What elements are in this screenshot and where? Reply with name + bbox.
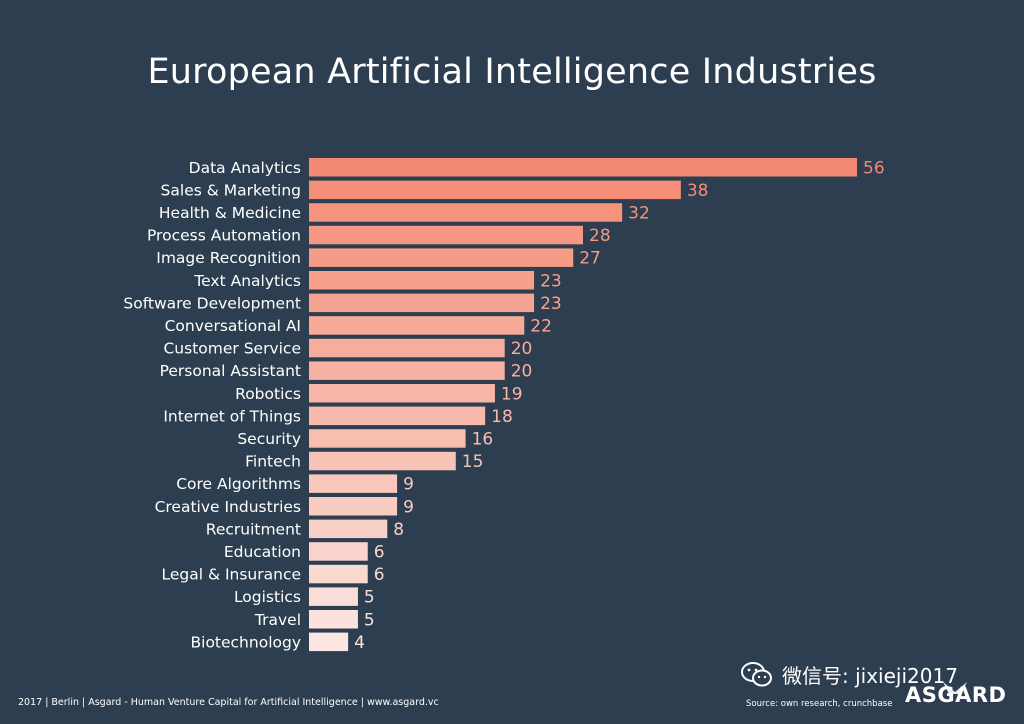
category-label-recruitment: Recruitment bbox=[206, 520, 301, 538]
category-label-text-analytics: Text Analytics bbox=[193, 272, 301, 290]
bar-fintech bbox=[309, 451, 456, 471]
value-label-sales-marketing: 38 bbox=[687, 181, 709, 201]
bar-legal-insurance bbox=[309, 564, 368, 584]
category-label-personal-assistant: Personal Assistant bbox=[160, 362, 301, 380]
bar-software-development bbox=[309, 293, 535, 313]
value-label-text-analytics: 23 bbox=[540, 271, 562, 291]
value-label-process-automation: 28 bbox=[589, 226, 611, 246]
bar-biotechnology bbox=[309, 632, 349, 652]
bar-education bbox=[309, 542, 368, 561]
value-label-fintech: 15 bbox=[462, 452, 484, 472]
value-label-creative-industries: 9 bbox=[403, 497, 414, 517]
brand-name: ASGARD bbox=[905, 683, 1007, 707]
category-label-security: Security bbox=[237, 430, 301, 448]
bar-recruitment bbox=[309, 519, 388, 539]
category-label-image-recognition: Image Recognition bbox=[156, 249, 301, 267]
bar-logistics bbox=[309, 587, 358, 606]
value-label-customer-service: 20 bbox=[511, 339, 533, 359]
bar-creative-industries bbox=[309, 497, 398, 516]
bar-robotics bbox=[309, 384, 495, 403]
value-label-legal-insurance: 6 bbox=[374, 565, 385, 585]
value-label-logistics: 5 bbox=[364, 588, 375, 608]
value-label-travel: 5 bbox=[364, 610, 375, 630]
bar-personal-assistant bbox=[309, 361, 505, 380]
asgard-logo-icon bbox=[943, 682, 967, 694]
value-label-robotics: 19 bbox=[501, 384, 523, 404]
category-label-internet-of-things: Internet of Things bbox=[163, 407, 301, 425]
value-label-recruitment: 8 bbox=[393, 520, 404, 540]
value-label-internet-of-things: 18 bbox=[491, 407, 513, 427]
source-note: Source: own research, crunchbase bbox=[746, 699, 893, 709]
value-label-core-algorithms: 9 bbox=[403, 475, 414, 495]
value-label-personal-assistant: 20 bbox=[511, 362, 533, 382]
bar-process-automation bbox=[309, 225, 583, 245]
wechat-watermark: 微信号: jixieji2017 bbox=[740, 660, 958, 689]
category-label-core-algorithms: Core Algorithms bbox=[176, 475, 301, 493]
category-label-process-automation: Process Automation bbox=[147, 227, 301, 245]
bar-data-analytics bbox=[309, 158, 857, 177]
category-label-legal-insurance: Legal & Insurance bbox=[161, 566, 301, 584]
bar-core-algorithms bbox=[309, 474, 398, 493]
category-label-biotechnology: Biotechnology bbox=[191, 633, 302, 651]
value-label-health-medicine: 32 bbox=[628, 203, 650, 223]
value-label-data-analytics: 56 bbox=[863, 158, 885, 178]
bar-travel bbox=[309, 610, 358, 629]
value-label-security: 16 bbox=[472, 429, 494, 449]
bar-customer-service bbox=[309, 338, 505, 358]
footer-credits: 2017 | Berlin | Asgard - Human Venture C… bbox=[18, 697, 439, 708]
bar-security bbox=[309, 429, 466, 448]
category-label-software-development: Software Development bbox=[123, 294, 301, 312]
bar-internet-of-things bbox=[309, 406, 486, 426]
category-label-education: Education bbox=[224, 543, 301, 561]
category-label-fintech: Fintech bbox=[245, 453, 301, 471]
category-label-creative-industries: Creative Industries bbox=[155, 498, 301, 516]
category-label-logistics: Logistics bbox=[234, 588, 301, 606]
watermark-text: 微信号: jixieji2017 bbox=[782, 664, 958, 688]
value-label-education: 6 bbox=[374, 542, 385, 562]
bar-image-recognition bbox=[309, 248, 574, 267]
category-label-data-analytics: Data Analytics bbox=[189, 159, 301, 177]
value-label-conversational-ai: 22 bbox=[530, 316, 552, 336]
category-label-travel: Travel bbox=[254, 611, 301, 629]
bar-health-medicine bbox=[309, 203, 623, 222]
category-label-robotics: Robotics bbox=[235, 385, 301, 403]
bar-conversational-ai bbox=[309, 316, 525, 335]
value-label-biotechnology: 4 bbox=[354, 633, 365, 653]
category-label-conversational-ai: Conversational AI bbox=[165, 317, 301, 335]
category-label-sales-marketing: Sales & Marketing bbox=[161, 181, 301, 199]
wechat-icon bbox=[741, 661, 772, 686]
bar-text-analytics bbox=[309, 271, 535, 290]
bar-sales-marketing bbox=[309, 180, 681, 200]
value-label-software-development: 23 bbox=[540, 294, 562, 314]
category-label-customer-service: Customer Service bbox=[163, 340, 301, 358]
category-label-health-medicine: Health & Medicine bbox=[159, 204, 301, 222]
page-title: European Artificial Intelligence Industr… bbox=[147, 52, 877, 92]
value-label-image-recognition: 27 bbox=[579, 249, 601, 269]
